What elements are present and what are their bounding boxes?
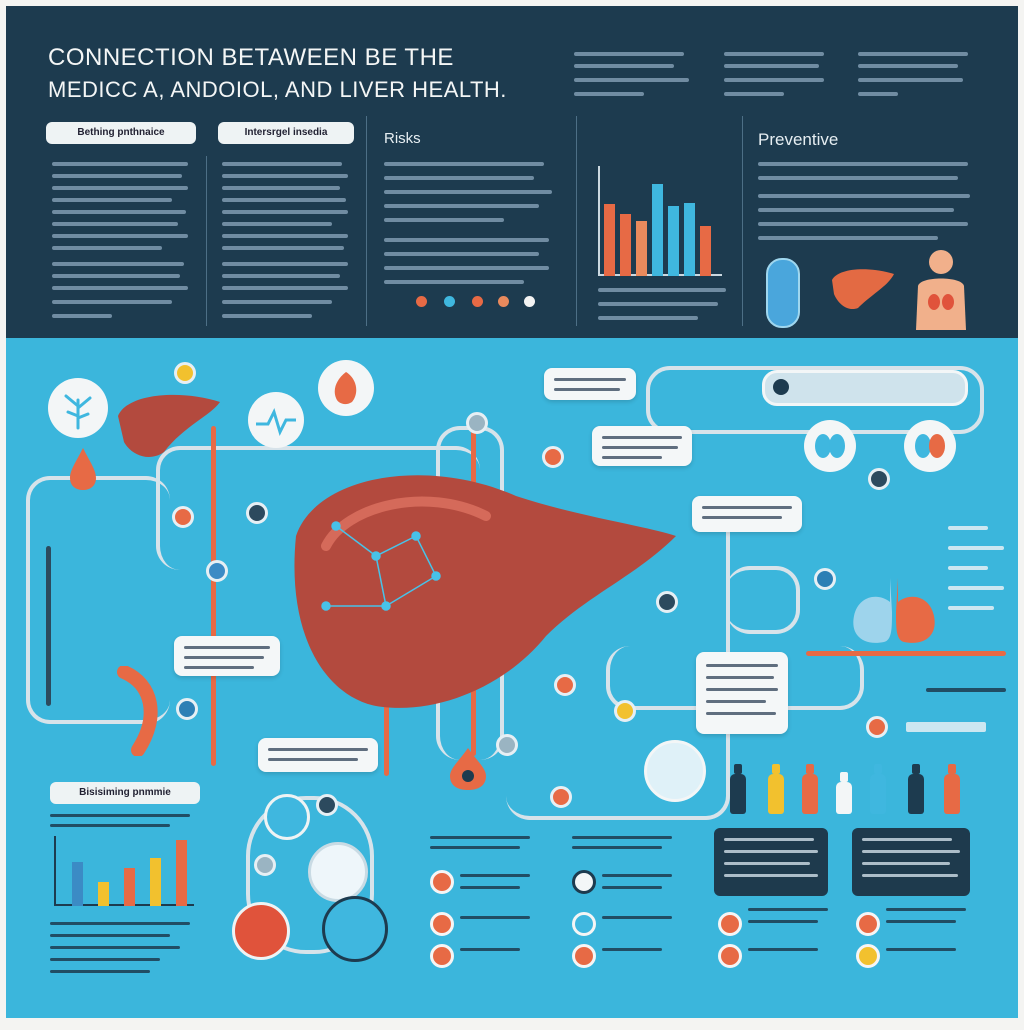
liver-icon-small xyxy=(118,394,220,457)
bottle-icon-4 xyxy=(836,772,852,814)
kidney-icon-2 xyxy=(904,420,956,472)
callout-6 xyxy=(696,652,788,734)
page-title: Connection betaween be the medicc a, and… xyxy=(48,42,528,106)
callout-4 xyxy=(174,636,280,676)
bottom-bar-chart xyxy=(54,836,194,906)
gut-icon xyxy=(117,666,158,756)
risk-dot-5 xyxy=(524,296,535,307)
bottle-icon-7 xyxy=(944,764,960,814)
risk-dot-3 xyxy=(472,296,483,307)
node-7 xyxy=(814,568,836,590)
heartbeat-icon xyxy=(248,392,304,448)
node-1 xyxy=(172,506,194,528)
info-box-2 xyxy=(852,828,970,896)
callout-1 xyxy=(544,368,636,400)
risks-heading: Risks xyxy=(384,130,421,147)
callout-3 xyxy=(692,496,802,532)
risk-dot-2 xyxy=(444,296,455,307)
node-5 xyxy=(542,446,564,468)
preventive-heading: Preventive xyxy=(758,130,839,149)
info-box-1 xyxy=(714,828,828,896)
bottle-icon-1 xyxy=(730,764,746,814)
bottle-icon-6 xyxy=(908,764,924,814)
tree-icon xyxy=(48,378,108,438)
node-17 xyxy=(550,786,572,808)
node-13 xyxy=(254,854,276,876)
gauge-tube xyxy=(762,370,968,406)
node-4 xyxy=(466,412,488,434)
title-line-2: medicc a, andoiol, and liver health. xyxy=(48,77,507,102)
node-9 xyxy=(614,700,636,722)
liver-icon-main xyxy=(294,475,676,708)
node-16 xyxy=(174,362,196,384)
human-torso-icon xyxy=(916,250,966,330)
callout-2 xyxy=(592,426,692,466)
header-band: Connection betaween be the medicc a, and… xyxy=(6,6,1018,338)
lungs-icon xyxy=(853,578,935,643)
risk-dot-1 xyxy=(416,296,427,307)
microbe-icon xyxy=(318,360,374,416)
node-15 xyxy=(866,716,888,738)
node-14 xyxy=(868,468,890,490)
section-pill-1: Bething pnthnaice xyxy=(46,122,196,144)
kidney-icon xyxy=(804,420,856,472)
node-3 xyxy=(246,502,268,524)
water-drop-icon xyxy=(70,448,96,490)
title-line-1: Connection betaween be the xyxy=(48,44,454,71)
bottle-icon-2 xyxy=(768,764,784,814)
node-2 xyxy=(206,560,228,582)
node-8 xyxy=(554,674,576,696)
node-11 xyxy=(496,734,518,756)
bottom-pill: Bisisiming pnmmie xyxy=(50,782,200,804)
bottle-icon-5 xyxy=(870,764,886,814)
callout-5 xyxy=(258,738,378,772)
infographic-canvas: Connection betaween be the medicc a, and… xyxy=(6,6,1018,1018)
liver-icon xyxy=(832,269,894,310)
node-6 xyxy=(656,591,678,613)
node-12 xyxy=(316,794,338,816)
drop-bulb-icon xyxy=(450,748,486,790)
cell-sphere xyxy=(644,740,706,802)
risk-bar-chart xyxy=(598,166,722,276)
section-pill-2: Intersrgel insedia xyxy=(218,122,354,144)
bottle-icon-3 xyxy=(802,764,818,814)
pill-capsule-icon xyxy=(766,258,800,328)
node-10 xyxy=(176,698,198,720)
risk-dot-4 xyxy=(498,296,509,307)
